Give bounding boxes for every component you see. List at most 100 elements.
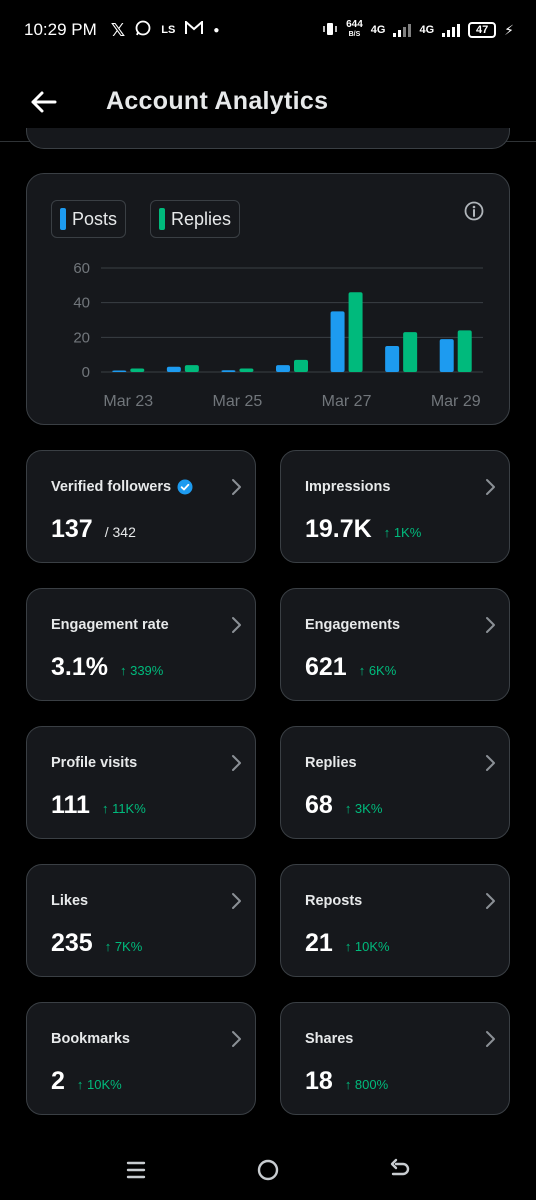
bar-chart: 0 20 40 60 Mar 23 Mar 25 Mar 27 Mar 29 [73, 260, 483, 410]
previous-card [26, 128, 510, 149]
metric-change: ↑ 11K% [101, 801, 146, 816]
metric-value: 137 [51, 515, 93, 543]
back-button[interactable] [20, 79, 66, 125]
legend-posts-swatch [60, 208, 66, 230]
metric-value: 21 [305, 929, 333, 957]
metric-value-row: 621 ↑ 6K% [305, 653, 396, 682]
chevron-right-icon [232, 893, 241, 909]
metric-label: Impressions [305, 479, 390, 495]
metric-change: ↑ 7K% [104, 939, 143, 954]
metric-value: 3.1% [51, 653, 108, 681]
bar-replies-mar-27[interactable] [348, 292, 363, 372]
arrow-left-icon [31, 91, 57, 112]
x-tick-label: Mar 29 [431, 393, 481, 410]
page-title: Account Analytics [106, 87, 329, 115]
metric-label-text: Impressions [305, 479, 391, 495]
metric-label: Likes [51, 893, 88, 909]
chevron-right-icon [486, 1031, 495, 1047]
app-header: Account Analytics [0, 62, 536, 142]
status-bar: 10:29 PM 𝕏 LS ● 644 B/S 4G 4G 47 ⚡ [0, 0, 536, 60]
bar-replies-mar-23[interactable] [130, 368, 145, 372]
status-time: 10:29 PM [24, 20, 97, 39]
metric-value-row: 19.7K ↑ 1K% [305, 515, 421, 544]
notification-dot-icon: ● [213, 24, 220, 36]
metric-label-text: Replies [305, 755, 357, 771]
metric-label: Reposts [305, 893, 362, 909]
metric-label-text: Bookmarks [51, 1031, 130, 1047]
metric-label: Engagement rate [51, 617, 169, 633]
metric-label-text: Reposts [305, 893, 363, 909]
system-status: 644 B/S 4G 4G 47 ⚡ [322, 20, 514, 40]
metric-card-profile-visits[interactable]: Profile visits 111 ↑ 11K% [26, 726, 256, 839]
metric-value: 2 [51, 1067, 65, 1095]
x-tick-label: Mar 23 [103, 393, 153, 410]
chevron-right-icon [486, 479, 495, 495]
metric-label: Verified followers [51, 479, 193, 495]
bar-replies-mar-26[interactable] [294, 359, 308, 372]
bar-replies-mar-24[interactable] [184, 365, 199, 372]
metric-change: ↑ 800% [344, 1077, 389, 1092]
bar-posts-mar-26[interactable] [276, 365, 290, 372]
metric-value: 19.7K [305, 515, 372, 543]
chevron-right-icon [232, 1031, 241, 1047]
chevron-right-icon [232, 617, 241, 633]
net-speed-value: 644 [346, 19, 363, 30]
metric-card-likes[interactable]: Likes 235 ↑ 7K% [26, 864, 256, 977]
metric-card-shares[interactable]: Shares 18 ↑ 800% [280, 1002, 510, 1115]
metric-label-text: Likes [51, 893, 89, 909]
x-tick-label: Mar 25 [213, 393, 263, 410]
metric-value-row: 235 ↑ 7K% [51, 929, 142, 958]
nav-back-button[interactable] [380, 1150, 420, 1190]
back-icon [390, 1158, 410, 1176]
recent-apps-button[interactable] [116, 1150, 156, 1190]
bar-posts-mar-23[interactable] [112, 370, 127, 373]
chevron-right-icon [486, 617, 495, 633]
metric-card-verified-followers[interactable]: Verified followers 137 / 342 [26, 450, 256, 563]
metric-label-text: Engagement rate [51, 617, 169, 633]
recent-apps-icon [126, 1161, 146, 1179]
metric-label-text: Engagements [305, 617, 401, 633]
bar-posts-mar-27[interactable] [330, 311, 345, 372]
battery-indicator: 47 [468, 22, 497, 38]
metric-label: Shares [305, 1031, 353, 1047]
metric-label: Engagements [305, 617, 400, 633]
metric-label: Bookmarks [51, 1031, 130, 1047]
metric-card-replies[interactable]: Replies 68 ↑ 3K% [280, 726, 510, 839]
system-nav-bar [0, 1140, 536, 1200]
metric-value-row: 68 ↑ 3K% [305, 791, 382, 820]
metric-card-reposts[interactable]: Reposts 21 ↑ 10K% [280, 864, 510, 977]
metric-value-row: 18 ↑ 800% [305, 1067, 388, 1096]
home-button[interactable] [248, 1150, 288, 1190]
metric-value: 18 [305, 1067, 333, 1095]
metric-value-row: 2 ↑ 10K% [51, 1067, 122, 1096]
bar-posts-mar-25[interactable] [221, 370, 236, 372]
metric-change: ↑ 1K% [383, 525, 422, 540]
metric-change: ↑ 3K% [344, 801, 383, 816]
metric-card-bookmarks[interactable]: Bookmarks 2 ↑ 10K% [26, 1002, 256, 1115]
activity-chart-card: Posts Replies 0 20 40 60 Mar 23 Mar 25 Mar 27 M… [26, 173, 510, 425]
home-icon [257, 1159, 279, 1181]
metric-value: 621 [305, 653, 347, 681]
metric-label-text: Shares [305, 1031, 354, 1047]
bar-posts-mar-29[interactable] [439, 339, 454, 372]
bar-replies-mar-25[interactable] [239, 368, 254, 372]
signal-icon [393, 23, 412, 37]
y-tick-label: 0 [82, 364, 90, 381]
chevron-right-icon [232, 479, 241, 495]
legend-posts-label: Posts [72, 208, 118, 229]
bar-replies-mar-28[interactable] [403, 332, 418, 372]
metric-card-impressions[interactable]: Impressions 19.7K ↑ 1K% [280, 450, 510, 563]
legend-replies[interactable]: Replies [150, 200, 241, 238]
legend-posts[interactable]: Posts [51, 200, 127, 238]
metric-card-engagements[interactable]: Engagements 621 ↑ 6K% [280, 588, 510, 701]
info-icon[interactable] [463, 200, 485, 222]
metric-card-engagement-rate[interactable]: Engagement rate 3.1% ↑ 339% [26, 588, 256, 701]
chart-legend: Posts Replies [51, 200, 241, 238]
metric-total: / 342 [104, 524, 136, 540]
bar-replies-mar-29[interactable] [457, 330, 472, 372]
bar-posts-mar-24[interactable] [166, 366, 181, 372]
metric-value: 111 [51, 791, 90, 819]
bar-posts-mar-28[interactable] [385, 346, 400, 372]
metric-value: 235 [51, 929, 93, 957]
verified-badge-icon [177, 479, 193, 495]
